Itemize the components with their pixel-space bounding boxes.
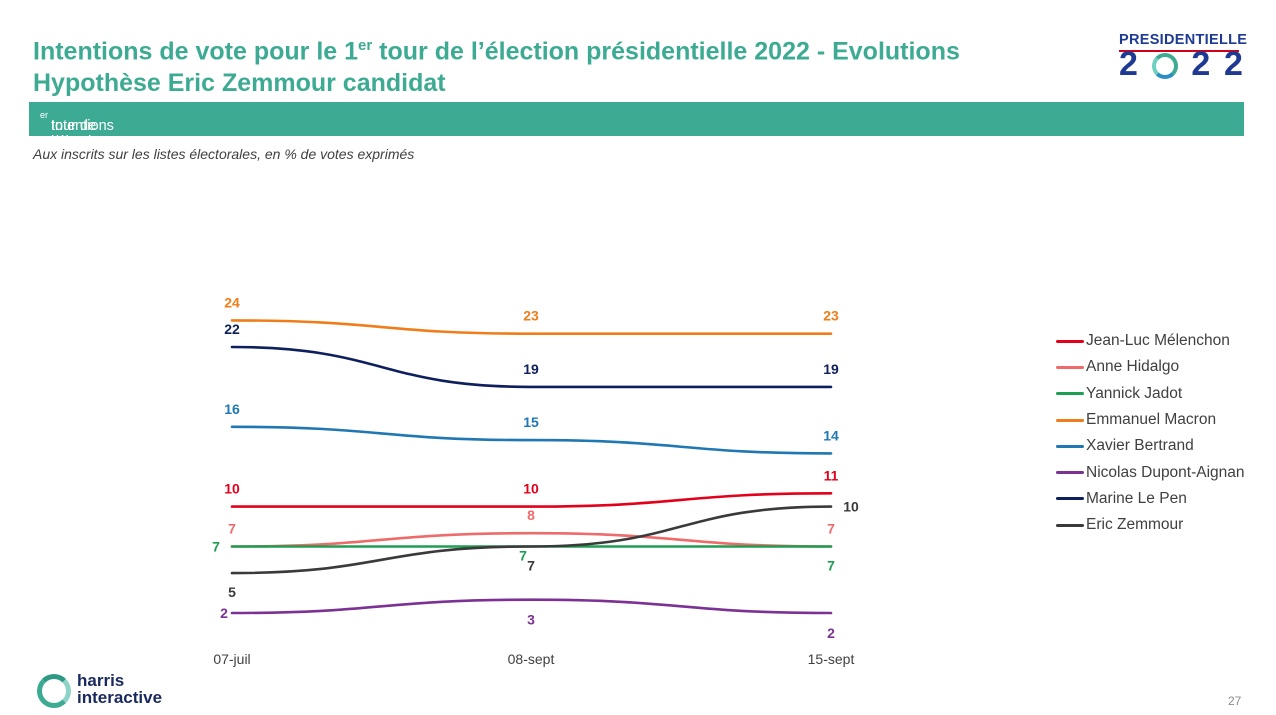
legend-item: Jean-Luc Mélenchon — [1056, 328, 1245, 354]
data-label: 10 — [523, 481, 539, 497]
series-line — [230, 492, 833, 508]
logo-zero-ring-icon — [1151, 53, 1178, 79]
legend-label: Anne Hidalgo — [1086, 358, 1180, 376]
data-label: 14 — [823, 427, 839, 443]
data-label: 22 — [224, 321, 240, 337]
logo-digit: 2 — [1191, 45, 1211, 83]
legend-swatch — [1056, 392, 1084, 396]
data-label: 7 — [519, 548, 527, 564]
harris-wordmark: harris interactive — [77, 671, 163, 707]
harris-interactive-logo: harris interactive — [37, 672, 187, 712]
title-line-1: Intentions de vote pour le 1er tour de l… — [33, 37, 960, 66]
data-label: 19 — [523, 361, 539, 377]
presidentielle-2022-logo: PRESIDENTIELLE 2 2 2 — [1115, 30, 1248, 86]
series-line — [230, 598, 833, 615]
legend-label: Eric Zemmour — [1086, 516, 1184, 534]
legend-swatch — [1056, 497, 1084, 501]
data-label: 16 — [224, 401, 240, 417]
data-label: 19 — [823, 361, 839, 377]
legend-label: Yannick Jadot — [1086, 384, 1183, 402]
data-label: 2 — [827, 625, 835, 641]
data-label: 15 — [523, 414, 539, 430]
data-label: 7 — [827, 521, 835, 537]
logo-digit: 2 — [1224, 45, 1243, 83]
data-label: 2 — [220, 605, 228, 621]
section-band-label: Intentions de vote pour le 1 er tour de l… — [40, 110, 137, 182]
data-label: 23 — [523, 308, 539, 324]
x-tick-label: 07-juil — [213, 651, 250, 667]
data-label: 24 — [224, 294, 240, 310]
series-line — [230, 505, 833, 575]
x-tick-label: 15-sept — [808, 651, 855, 667]
series-line — [230, 425, 833, 455]
legend-swatch — [1056, 365, 1084, 369]
legend-label: Emmanuel Macron — [1086, 411, 1217, 429]
legend-swatch — [1056, 418, 1084, 422]
logo-underline — [1119, 50, 1239, 52]
data-label: 7 — [212, 539, 220, 555]
legend-item: Marine Le Pen — [1056, 486, 1245, 512]
legend-swatch — [1056, 471, 1084, 475]
logo-wordmark: PRESIDENTIELLE — [1119, 32, 1248, 48]
chart-subtitle: Aux inscrits sur les listes électorales,… — [33, 146, 415, 162]
legend-item: Emmanuel Macron — [1056, 407, 1245, 433]
page-title: Intentions de vote pour le 1er tour de l… — [33, 30, 1093, 99]
logo-digit: 2 — [1119, 45, 1138, 83]
data-label: 11 — [824, 467, 839, 483]
data-label: 7 — [228, 521, 236, 537]
data-label: 5 — [228, 584, 236, 600]
data-label: 8 — [527, 507, 535, 523]
x-tick-label: 08-sept — [508, 651, 555, 667]
legend-label: Jean-Luc Mélenchon — [1086, 332, 1230, 350]
legend-item: Xavier Bertrand — [1056, 433, 1245, 459]
data-label: 10 — [843, 499, 859, 515]
series-line — [230, 345, 833, 389]
chart-legend: Jean-Luc Mélenchon Anne Hidalgo Yannick Ja… — [1056, 328, 1245, 538]
section-band: Intentions de vote pour le 1 er tour de l… — [29, 102, 1244, 182]
legend-swatch — [1056, 444, 1084, 448]
legend-item: Eric Zemmour — [1056, 512, 1245, 538]
legend-item: Nicolas Dupont-Aignan — [1056, 459, 1245, 485]
legend-label: Xavier Bertrand — [1086, 437, 1194, 455]
harris-ring-icon — [37, 674, 71, 708]
page-number: 27 — [1228, 694, 1242, 708]
data-label: 7 — [827, 558, 835, 574]
data-label: 3 — [527, 612, 535, 628]
legend-swatch — [1056, 339, 1084, 343]
title-line-2: Hypothèse Eric Zemmour candidat — [33, 69, 446, 98]
legend-swatch — [1056, 523, 1084, 527]
data-label: 7 — [527, 558, 535, 574]
series-line — [230, 319, 833, 336]
data-label: 10 — [224, 481, 240, 497]
legend-item: Yannick Jadot — [1056, 381, 1245, 407]
legend-label: Nicolas Dupont-Aignan — [1086, 463, 1245, 481]
logo-year: 2 2 2 — [1119, 46, 1243, 82]
data-label: 23 — [823, 308, 839, 324]
legend-label: Marine Le Pen — [1086, 489, 1187, 507]
series-line — [230, 531, 833, 548]
legend-item: Anne Hidalgo — [1056, 354, 1245, 380]
